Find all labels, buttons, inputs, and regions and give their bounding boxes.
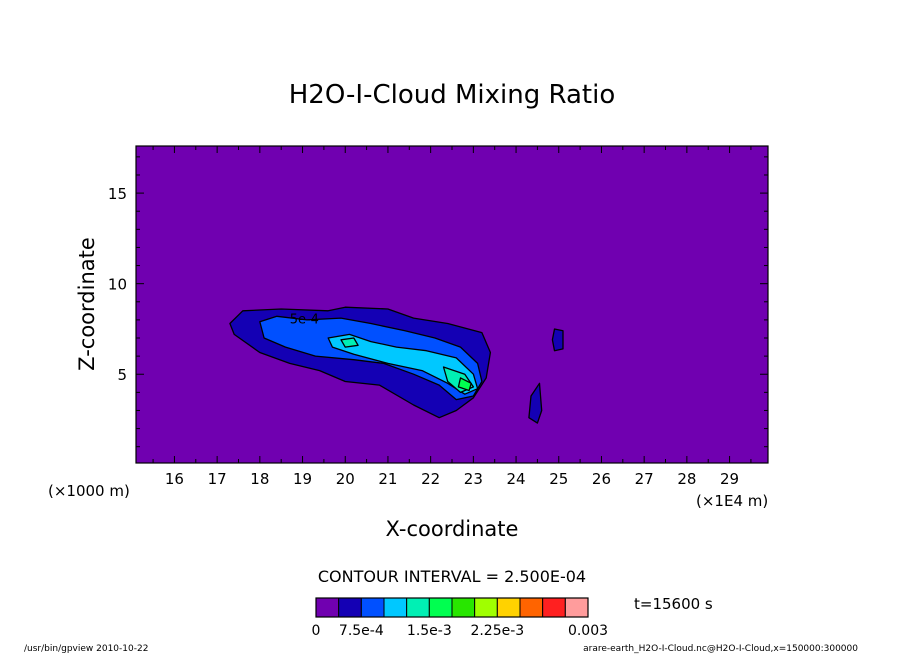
y-tick-label: 5 — [117, 366, 127, 384]
x-unit-right: (×1E4 m) — [696, 492, 768, 510]
y-axis: 5 10 15 — [108, 156, 768, 448]
colorbar-label: 2.25e-3 — [470, 623, 524, 639]
contour-region-1 — [551, 328, 564, 352]
colorbar: 0 7.5e-4 1.5e-3 2.25e-3 0.003 — [312, 597, 608, 639]
colorbar-swatch — [496, 597, 521, 618]
plot-background — [136, 146, 768, 463]
colorbar-swatch — [474, 597, 498, 618]
cloud-contours — [229, 306, 564, 424]
x-tick-label: 20 — [336, 470, 355, 488]
x-tick-label: 22 — [421, 470, 440, 488]
contour-interval: CONTOUR INTERVAL = 2.500E-04 — [318, 567, 586, 586]
colorbar-swatch — [360, 597, 385, 618]
colorbar-swatch — [428, 597, 453, 618]
x-tick-label: 18 — [250, 470, 269, 488]
x-tick-label: 23 — [464, 470, 483, 488]
x-tick-label: 16 — [165, 470, 184, 488]
colorbar-swatch — [338, 597, 362, 618]
contour-region-2 — [528, 382, 543, 424]
x-unit-left: (×1000 m) — [48, 482, 130, 500]
colorbar-label: 0.003 — [568, 623, 608, 639]
footer-left: /usr/bin/gpview 2010-10-22 — [24, 644, 148, 654]
x-tick-label: 25 — [549, 470, 568, 488]
colorbar-frame — [315, 597, 589, 618]
contour-label: 5e-4 — [290, 313, 319, 328]
colorbar-label: 1.5e-3 — [407, 623, 452, 639]
y-tick-label: 10 — [108, 276, 127, 294]
contour-region-5 — [340, 337, 359, 348]
plot-area: 5e-4 16 17 18 19 20 21 22 23 24 25 26 27 28 29 5 10 15 — [108, 145, 769, 488]
x-tick-label: 24 — [507, 470, 526, 488]
time-stamp: t=15600 s — [634, 595, 713, 613]
x-axis-label: X-coordinate — [386, 517, 519, 541]
colorbar-swatch — [542, 597, 566, 618]
colorbar-swatch — [451, 597, 476, 618]
contour-region-7 — [457, 377, 472, 392]
y-tick-label: 15 — [108, 185, 127, 203]
x-tick-label: 21 — [378, 470, 397, 488]
colorbar-swatch — [315, 597, 340, 618]
contour-region-4 — [327, 333, 479, 395]
x-tick-label: 28 — [677, 470, 696, 488]
x-tick-label: 17 — [208, 470, 227, 488]
colorbar-label: 0 — [312, 623, 321, 639]
x-tick-label: 26 — [592, 470, 611, 488]
colorbar-swatch — [383, 597, 408, 618]
y-axis-label: Z-coordinate — [75, 237, 99, 371]
x-axis: 16 17 18 19 20 21 22 23 24 25 26 27 28 29 — [152, 146, 752, 488]
footer-right: arare-earth_H2O-I-Cloud.nc@H2O-I-Cloud,x… — [583, 644, 858, 654]
x-tick-label: 19 — [293, 470, 312, 488]
chart-title: H2O-I-Cloud Mixing Ratio — [289, 80, 616, 110]
x-tick-label: 29 — [720, 470, 739, 488]
colorbar-swatch — [519, 597, 544, 618]
colorbar-label: 7.5e-4 — [339, 623, 384, 639]
colorbar-swatch — [564, 597, 589, 618]
colorbar-swatch — [406, 597, 430, 618]
x-tick-label: 27 — [635, 470, 654, 488]
